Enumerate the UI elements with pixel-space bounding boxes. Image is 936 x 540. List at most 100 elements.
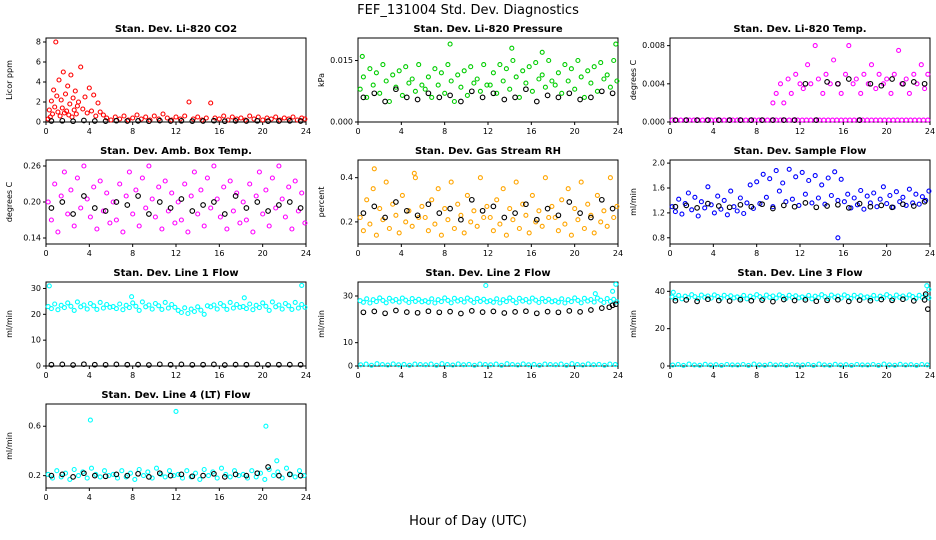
subplot-title: Stan. Dev. Line 1 Flow: [113, 268, 238, 279]
svg-text:0.008: 0.008: [642, 41, 665, 50]
svg-text:4: 4: [87, 371, 92, 380]
svg-text:0.000: 0.000: [330, 118, 353, 127]
subplot-canvas: Stan. Dev. Li-820 Temp. degrees C 0 4 8 12 1…: [629, 24, 935, 136]
plot-area: 0 4 8 12 16 20 24 0.8 1.2 1.6 2.0: [652, 159, 935, 258]
svg-text:10: 10: [343, 338, 353, 347]
svg-text:24: 24: [613, 371, 623, 380]
svg-text:24: 24: [301, 493, 311, 502]
svg-text:12: 12: [483, 371, 493, 380]
svg-text:12: 12: [171, 249, 181, 258]
subplot-canvas: Stan. Dev. Li-820 Pressure kPa 0 4 8 12 16 20…: [317, 24, 623, 136]
svg-text:0.000: 0.000: [642, 118, 665, 127]
svg-text:8: 8: [442, 371, 447, 380]
empty-cell: [624, 388, 936, 510]
svg-text:20: 20: [570, 249, 580, 258]
svg-text:8: 8: [130, 249, 135, 258]
subplot-title: Stan. Dev. Sample Flow: [734, 146, 867, 157]
svg-text:2: 2: [36, 98, 41, 107]
plot-area: 0 4 8 12 16 20 24 0.000 0.004 0.008: [642, 37, 935, 136]
svg-text:10: 10: [31, 336, 41, 345]
y-axis-label: kPa: [317, 73, 326, 87]
svg-text:2.0: 2.0: [652, 159, 665, 168]
svg-text:0: 0: [667, 249, 672, 258]
svg-text:0.8: 0.8: [652, 233, 665, 242]
svg-text:0: 0: [355, 371, 360, 380]
svg-text:16: 16: [214, 493, 224, 502]
plot-area: 0 4 8 12 16 20 24 0 20 40: [655, 281, 935, 380]
svg-text:12: 12: [795, 127, 805, 136]
svg-text:12: 12: [795, 249, 805, 258]
svg-text:20: 20: [258, 127, 268, 136]
subplot-canvas: Stan. Dev. Line 3 Flow ml/min 0 4 8 12 16 20 2…: [629, 268, 935, 380]
subplot-line3-flow: Stan. Dev. Line 3 Flow ml/min 0 4 8 12 16 20 2…: [624, 266, 936, 388]
svg-text:4: 4: [711, 249, 716, 258]
plot-area: 0 4 8 12 16 20 24 0.2 0.4: [340, 159, 623, 258]
svg-text:0.2: 0.2: [340, 217, 353, 226]
svg-text:24: 24: [301, 127, 311, 136]
subplot-title: Stan. Dev. Li-820 CO2: [115, 24, 237, 35]
subplot-title: Stan. Dev. Line 2 Flow: [425, 268, 550, 279]
svg-text:20: 20: [882, 249, 892, 258]
svg-text:0.2: 0.2: [28, 471, 41, 480]
svg-text:20: 20: [31, 310, 41, 319]
svg-text:12: 12: [795, 371, 805, 380]
y-axis-label: ml/min: [5, 310, 14, 338]
svg-text:16: 16: [526, 127, 536, 136]
svg-text:4: 4: [87, 127, 92, 136]
y-axis-label: ml/min: [5, 432, 14, 460]
svg-text:24: 24: [301, 371, 311, 380]
svg-text:24: 24: [925, 249, 935, 258]
plot-area: 0 4 8 12 16 20 24 0.14 0.20 0.26: [23, 159, 311, 258]
y-axis-label: degrees C: [5, 181, 14, 222]
svg-text:20: 20: [570, 127, 580, 136]
subplot-li820-co2: Stan. Dev. Li-820 CO2 Licor ppm 0 4 8 12 16 2…: [0, 22, 312, 144]
x-axis-label: Hour of Day (UTC): [409, 514, 527, 529]
svg-text:24: 24: [925, 127, 935, 136]
svg-text:8: 8: [130, 371, 135, 380]
svg-text:16: 16: [838, 127, 848, 136]
svg-text:4: 4: [711, 371, 716, 380]
subplot-canvas: Stan. Dev. Gas Stream RH percent 0 4 8 12 16…: [317, 146, 623, 258]
subplot-li820-temp: Stan. Dev. Li-820 Temp. degrees C 0 4 8 12 1…: [624, 22, 936, 144]
svg-text:0: 0: [36, 362, 41, 371]
y-axis-label: Licor ppm: [5, 60, 14, 100]
svg-text:24: 24: [613, 249, 623, 258]
svg-text:0.015: 0.015: [330, 56, 353, 65]
svg-text:0: 0: [667, 371, 672, 380]
svg-text:12: 12: [171, 371, 181, 380]
svg-text:0: 0: [348, 362, 353, 371]
svg-text:0: 0: [660, 362, 665, 371]
svg-text:20: 20: [258, 493, 268, 502]
svg-text:8: 8: [36, 38, 41, 47]
svg-text:20: 20: [882, 371, 892, 380]
svg-text:0.26: 0.26: [23, 162, 41, 171]
figure-title: FEF_131004 Std. Dev. Diagnostics: [357, 3, 579, 18]
subplot-line1-flow: Stan. Dev. Line 1 Flow ml/min 0 4 8 12 16 20 2…: [0, 266, 312, 388]
subplot-title: Stan. Dev. Line 3 Flow: [737, 268, 862, 279]
svg-text:24: 24: [613, 127, 623, 136]
svg-text:12: 12: [171, 127, 181, 136]
plot-area: 0 4 8 12 16 20 24 0.000 0.015: [330, 37, 623, 136]
svg-text:0.6: 0.6: [28, 422, 41, 431]
svg-text:0: 0: [43, 249, 48, 258]
subplot-canvas: Stan. Dev. Line 1 Flow ml/min 0 4 8 12 16 20 2…: [5, 268, 311, 380]
svg-text:4: 4: [87, 249, 92, 258]
subplot-title: Stan. Dev. Line 4 (LT) Flow: [101, 390, 250, 401]
svg-text:20: 20: [258, 371, 268, 380]
svg-text:20: 20: [258, 249, 268, 258]
subplot-canvas: Stan. Dev. Line 4 (LT) Flow ml/min 0 4 8 12…: [5, 390, 311, 502]
svg-text:8: 8: [754, 249, 759, 258]
svg-text:12: 12: [483, 127, 493, 136]
plot-area: 0 4 8 12 16 20 24 0 10 20 30: [31, 281, 311, 380]
svg-text:0.004: 0.004: [642, 79, 665, 88]
svg-text:0: 0: [355, 249, 360, 258]
subplot-sample-flow: Stan. Dev. Sample Flow ml/min 0 4 8 12 16 20 2…: [624, 144, 936, 266]
y-axis-label: ml/min: [317, 310, 326, 338]
svg-text:20: 20: [570, 371, 580, 380]
svg-text:16: 16: [214, 127, 224, 136]
svg-text:0.20: 0.20: [23, 198, 41, 207]
subplot-line2-flow: Stan. Dev. Line 2 Flow ml/min 0 4 8 12 16 20 2…: [312, 266, 624, 388]
subplot-canvas: Stan. Dev. Amb. Box Temp. degrees C 0 4 8 1…: [5, 146, 311, 258]
svg-text:0: 0: [43, 493, 48, 502]
